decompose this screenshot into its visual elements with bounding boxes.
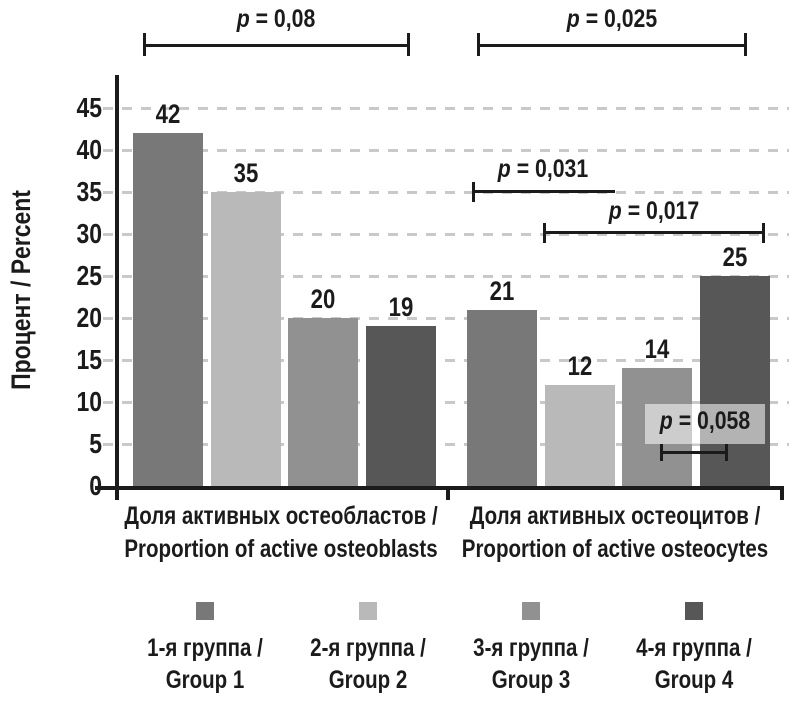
- bar-value-label: 19: [388, 292, 413, 323]
- bar: [210, 192, 281, 486]
- y-tick-label: 25: [76, 260, 102, 291]
- y-tick-label: 40: [76, 134, 102, 165]
- legend-swatch: [522, 602, 540, 620]
- legend-label-en: Group 3: [491, 666, 571, 694]
- gridline: [103, 275, 789, 278]
- gridline: [103, 233, 789, 236]
- x-axis-tick: [780, 490, 784, 500]
- gridline: [103, 107, 789, 110]
- legend-item: 3-я группа / Group 3: [441, 602, 621, 696]
- significance-bracket-tick: [407, 33, 410, 56]
- bar-value-label: 20: [310, 284, 336, 314]
- legend-item: 2-я группа / Group 2: [278, 602, 458, 696]
- y-tick-label: 15: [76, 344, 102, 375]
- y-tick-label: 5: [89, 428, 102, 459]
- significance-bracket-line: [472, 190, 615, 193]
- x-axis-tick: [446, 490, 450, 500]
- legend-swatch: [359, 602, 377, 620]
- significance-label: p = 0,017: [608, 197, 700, 225]
- legend-label-ru: 3-я группа /: [473, 634, 589, 662]
- legend-label-ru: 2-я группа /: [310, 634, 426, 662]
- bar: [288, 318, 358, 486]
- significance-label: p = 0,031: [497, 155, 589, 183]
- legend-label-ru: 1-я группа /: [147, 634, 263, 662]
- legend-label: 4-я группа / Group 4: [620, 632, 768, 696]
- legend-item: 4-я группа / Group 4: [604, 602, 784, 696]
- legend-label: 1-я группа / Group 1: [131, 632, 279, 696]
- gridline: [103, 443, 789, 446]
- bar: [699, 276, 770, 486]
- category-label-line-ru: Доля активных остеобластов /: [124, 502, 438, 530]
- significance-label-background: [645, 404, 765, 444]
- significance-label: p = 0,058: [659, 407, 751, 435]
- legend-label-en: Group 4: [654, 666, 734, 694]
- bar: [133, 133, 203, 486]
- gridline: [103, 401, 789, 404]
- bar-value-label: 21: [489, 275, 515, 306]
- legend-label-en: Group 1: [165, 666, 245, 694]
- category-label-line-ru: Доля активных остеоцитов /: [469, 502, 761, 530]
- category-label-osteoblasts: Доля активных остеобластов / Proportion …: [117, 500, 445, 566]
- significance-label: p = 0,025: [566, 5, 658, 33]
- y-tick-label: 35: [76, 176, 102, 207]
- y-tick-label: 0: [89, 470, 102, 501]
- y-tick-label: 20: [76, 302, 102, 333]
- bar-value-label: 42: [155, 99, 181, 130]
- significance-bracket-line: [143, 44, 410, 47]
- bar-value-label: 35: [233, 158, 258, 188]
- legend-item: 1-я группа / Group 1: [115, 602, 295, 696]
- y-axis-line: [115, 75, 119, 500]
- legend-swatch: [196, 602, 214, 620]
- significance-label: p = 0,08: [236, 5, 316, 33]
- category-label-osteocytes: Доля активных остеоцитов / Proportion of…: [451, 500, 779, 566]
- bar-value-label: 12: [567, 351, 592, 382]
- y-tick-label: 10: [76, 386, 102, 417]
- significance-bracket-tick: [543, 223, 546, 243]
- legend-swatch: [685, 602, 703, 620]
- category-label-line-en: Proportion of active osteocytes: [461, 535, 769, 563]
- significance-bracket-line: [477, 44, 747, 47]
- y-tick-label: 30: [76, 218, 102, 249]
- bar: [467, 309, 537, 486]
- significance-bracket-line: [660, 451, 728, 454]
- legend-label: 3-я группа / Group 3: [457, 632, 605, 696]
- significance-bracket-tick: [744, 33, 747, 56]
- significance-bracket-tick: [477, 33, 480, 56]
- legend-label: 2-я группа / Group 2: [294, 632, 442, 696]
- significance-bracket-tick: [660, 444, 663, 461]
- gridline: [103, 191, 789, 194]
- legend-label-en: Group 2: [328, 666, 408, 694]
- gridline: [103, 359, 789, 362]
- bar: [365, 326, 436, 486]
- x-axis-line: [95, 486, 784, 490]
- significance-bracket-tick: [143, 33, 146, 56]
- bar: [544, 385, 615, 486]
- significance-bracket-line: [543, 231, 765, 234]
- significance-bracket-tick: [762, 223, 765, 243]
- legend-label-ru: 4-я группа /: [636, 634, 752, 662]
- category-label-line-en: Proportion of active osteoblasts: [124, 535, 438, 563]
- gridline: [103, 317, 789, 320]
- bar-value-label: 14: [644, 334, 670, 365]
- bar-value-label: 25: [722, 242, 747, 272]
- significance-bracket-tick: [725, 444, 728, 461]
- significance-bracket-tick: [472, 182, 475, 202]
- y-tick-label: 45: [76, 92, 102, 123]
- gridline: [103, 149, 789, 152]
